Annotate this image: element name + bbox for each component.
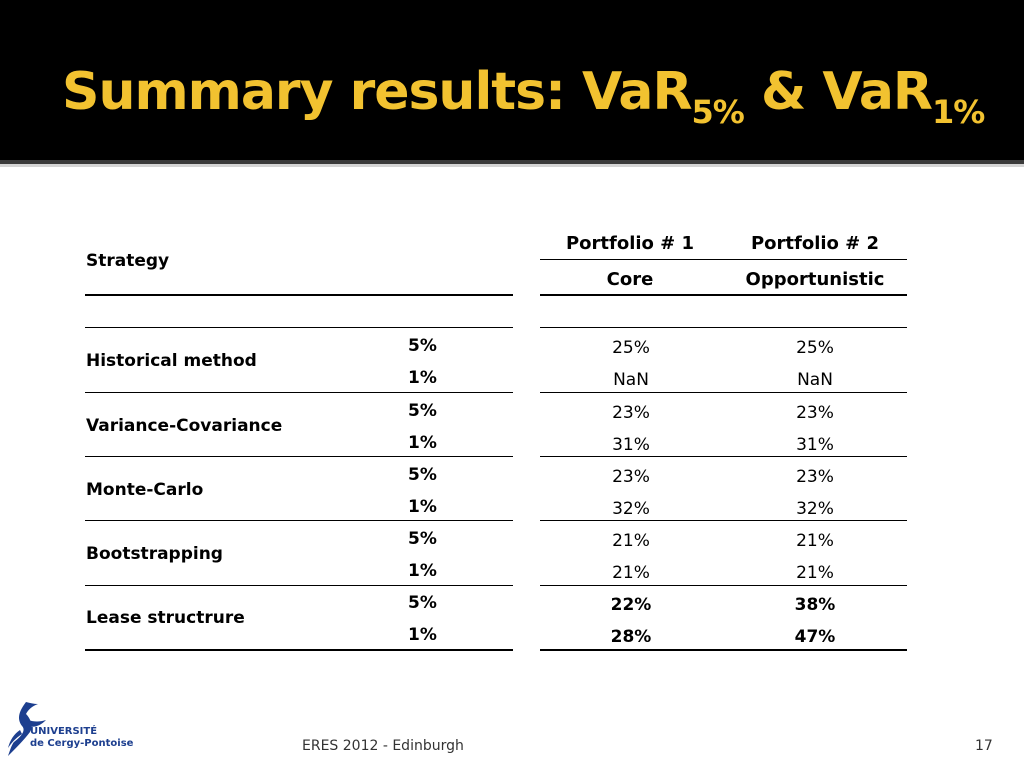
level-label: 5% [408,529,437,549]
p1-value: 22% [610,595,652,615]
p2-value: 32% [796,499,834,519]
p2-value: 23% [796,403,834,423]
title-subscript-5: 5% [691,93,745,131]
header-bottom-rule-right [540,294,907,296]
portfolio1-header: Portfolio # 1 [565,233,695,254]
p2-value: 31% [796,435,834,455]
method-label: Monte-Carlo [86,480,204,500]
page-number: 17 [975,738,993,754]
title-amp: & VaR [743,62,933,122]
method-label: Historical method [86,351,257,371]
footer-conference: ERES 2012 - Edinburgh [302,738,464,754]
header-mid-rule [540,259,907,260]
spacer-rule-left [85,327,513,328]
slide-title: Summary results: VaR5% & VaR1% [62,52,985,132]
row-divider-right [540,456,907,457]
row-divider-left [85,456,513,457]
title-divider-dark [0,160,1024,164]
portfolio1-type: Core [606,269,654,290]
row-divider-right [540,392,907,393]
portfolio2-header: Portfolio # 2 [750,233,880,254]
row-divider-left [85,585,513,586]
logo-line1: UNIVERSITÉ [30,726,98,737]
level-label: 5% [408,336,437,356]
level-label: 5% [408,593,437,613]
method-label: Lease structrure [86,608,245,628]
strategy-header: Strategy [86,251,170,271]
spacer-rule-right [540,327,907,328]
p1-value: 25% [612,338,650,358]
portfolio2-type: Opportunistic [745,269,885,290]
table-bottom-rule-left [85,649,513,651]
p1-value: 21% [612,531,650,551]
p2-value: 21% [796,563,834,583]
p1-value: 32% [612,499,650,519]
level-label: 1% [408,368,437,388]
p2-value: NaN [797,370,833,390]
level-label: 1% [408,561,437,581]
row-divider-left [85,392,513,393]
method-label: Variance-Covariance [86,416,283,436]
logo-line2: de Cergy-Pontoise [30,738,134,749]
p2-value: 47% [794,627,836,647]
university-logo: UNIVERSITÉ de Cergy-Pontoise [4,700,133,760]
title-band: Summary results: VaR5% & VaR1% [0,0,1024,160]
p2-value: 21% [796,531,834,551]
p2-value: 23% [796,467,834,487]
method-label: Bootstrapping [86,544,223,564]
p1-value: 28% [610,627,652,647]
row-divider-left [85,520,513,521]
university-logo-icon [8,702,46,756]
row-divider-right [540,585,907,586]
level-label: 1% [408,497,437,517]
level-label: 5% [408,465,437,485]
p2-value: 25% [796,338,834,358]
level-label: 5% [408,401,437,421]
p1-value: 23% [612,467,650,487]
title-subscript-1: 1% [931,93,985,131]
p1-value: NaN [613,370,649,390]
table-bottom-rule-right [540,649,907,651]
level-label: 1% [408,625,437,645]
header-bottom-rule-left [85,294,513,296]
level-label: 1% [408,433,437,453]
row-divider-right [540,520,907,521]
p2-value: 38% [794,595,836,615]
p1-value: 31% [612,435,650,455]
p1-value: 23% [612,403,650,423]
title-divider-light [0,164,1024,167]
title-main: Summary results: VaR [62,62,693,122]
p1-value: 21% [612,563,650,583]
